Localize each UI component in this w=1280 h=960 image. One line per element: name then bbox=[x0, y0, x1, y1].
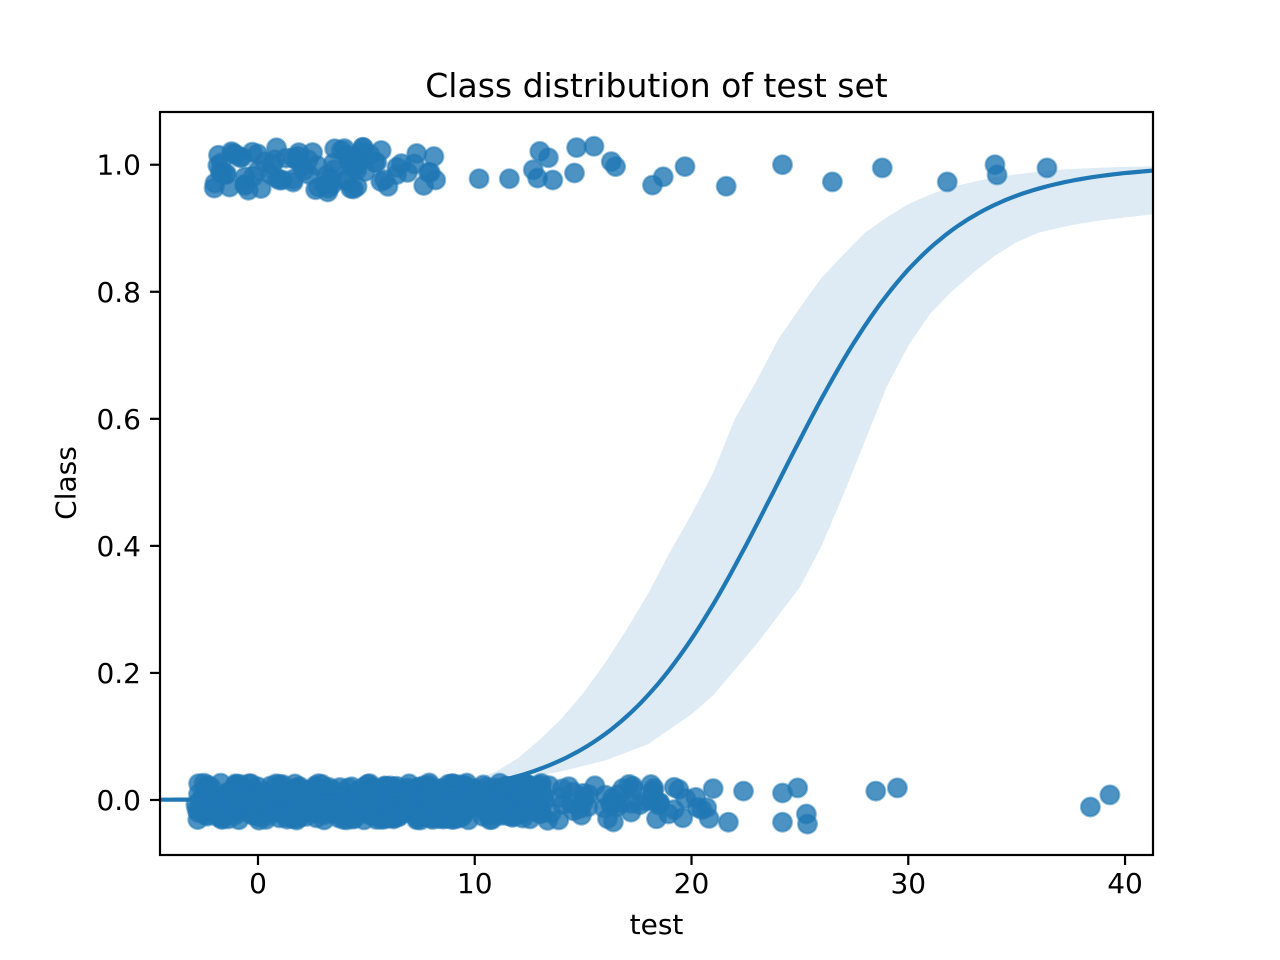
x-tick-label: 30 bbox=[890, 867, 926, 900]
x-tick-label: 10 bbox=[457, 867, 493, 900]
scatter-point bbox=[715, 175, 737, 197]
scatter-point bbox=[602, 811, 624, 833]
scatter-point bbox=[663, 776, 685, 798]
scatter-point bbox=[461, 788, 483, 810]
scatter-point bbox=[403, 153, 425, 175]
axes-spines bbox=[158, 110, 1155, 857]
scatter-point bbox=[282, 168, 304, 190]
scatter-point bbox=[583, 135, 605, 157]
x-tick-label: 20 bbox=[674, 867, 710, 900]
scatter-point bbox=[702, 778, 724, 800]
scatter-point bbox=[260, 164, 282, 186]
scatter-point bbox=[468, 168, 490, 190]
y-axis-label: Class bbox=[49, 446, 83, 520]
x-axis-label: test bbox=[629, 908, 684, 941]
scatter-point bbox=[340, 178, 362, 200]
scatter-point bbox=[936, 171, 958, 193]
scatter-point bbox=[871, 157, 893, 179]
scatter-point bbox=[1099, 784, 1121, 806]
scatter-point bbox=[537, 147, 559, 169]
scatter-point bbox=[542, 169, 564, 191]
confidence-band bbox=[474, 166, 1153, 787]
scatter-point bbox=[321, 174, 343, 196]
scatter-point bbox=[215, 163, 237, 185]
scatter-point bbox=[386, 164, 408, 186]
scatter-point bbox=[620, 801, 642, 823]
scatter-point bbox=[732, 780, 754, 802]
y-tick-label: 0.4 bbox=[96, 530, 141, 563]
scatter-point bbox=[821, 171, 843, 193]
scatter-point bbox=[652, 166, 674, 188]
scatter-point bbox=[278, 805, 300, 827]
scatter-point bbox=[203, 177, 225, 199]
scatter-point bbox=[563, 162, 585, 184]
logistic-fit-line bbox=[160, 168, 1153, 802]
x-tick-label: 0 bbox=[249, 867, 267, 900]
y-tick-label: 0.0 bbox=[96, 784, 141, 817]
scatter-point bbox=[605, 156, 627, 178]
y-tick-label: 0.6 bbox=[96, 403, 141, 436]
scatter-point bbox=[208, 144, 230, 166]
x-tick-label: 40 bbox=[1107, 867, 1143, 900]
scatter-point bbox=[986, 164, 1008, 186]
scatter-point bbox=[256, 781, 278, 803]
scatter-point bbox=[622, 778, 644, 800]
scatter-point bbox=[533, 785, 555, 807]
scatter-point bbox=[207, 806, 229, 828]
class-0-observations bbox=[185, 772, 1121, 835]
scatter-point bbox=[498, 168, 520, 190]
scatter-point bbox=[502, 802, 524, 824]
scatter-point bbox=[771, 154, 793, 176]
scatter-point bbox=[425, 169, 447, 191]
scatter-point bbox=[865, 780, 887, 802]
class-1-observations bbox=[203, 135, 1058, 203]
scatter-point bbox=[696, 797, 718, 819]
y-tick-label: 0.2 bbox=[96, 657, 141, 690]
scatter-point bbox=[423, 146, 445, 168]
scatter-point bbox=[345, 155, 367, 177]
scatter-point bbox=[771, 811, 793, 833]
scatter-point bbox=[717, 811, 739, 833]
chart-title: Class distribution of test set bbox=[425, 66, 888, 105]
y-tick-label: 1.0 bbox=[96, 149, 141, 182]
scatter-point bbox=[1079, 796, 1101, 818]
scatter-point bbox=[886, 777, 908, 799]
scatter-point bbox=[330, 139, 352, 161]
scatter-point bbox=[540, 802, 562, 824]
scatter-point bbox=[674, 156, 696, 178]
scatter-point bbox=[472, 805, 494, 827]
scatter-point bbox=[1036, 157, 1058, 179]
scatter-point bbox=[566, 137, 588, 159]
scatter-point bbox=[672, 807, 694, 829]
scatter-point bbox=[577, 796, 599, 818]
scatter-point bbox=[234, 173, 256, 195]
scatter-point bbox=[411, 806, 433, 828]
scatter-point bbox=[429, 803, 451, 825]
y-tick-label: 0.8 bbox=[96, 276, 141, 309]
scatter-point bbox=[796, 813, 818, 835]
scatter-point bbox=[485, 787, 507, 809]
scatter-point bbox=[385, 797, 407, 819]
scatter-point bbox=[787, 777, 809, 799]
